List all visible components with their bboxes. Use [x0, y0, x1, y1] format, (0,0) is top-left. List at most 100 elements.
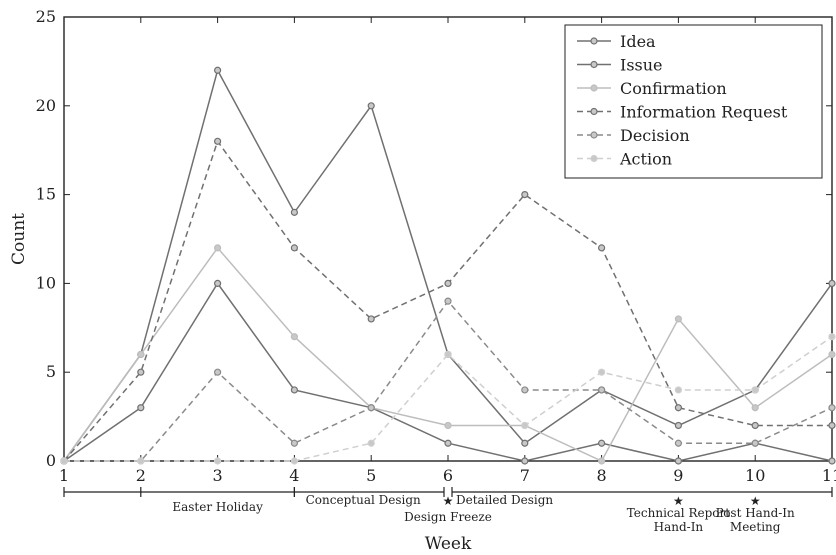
data-point [214, 279, 222, 287]
legend-marker [590, 131, 598, 139]
data-point [214, 368, 222, 376]
legend-label: Information Request [620, 103, 788, 122]
data-point [290, 457, 298, 465]
data-point [367, 439, 375, 447]
x-tick-label: 6 [443, 466, 453, 485]
x-tick-label: 10 [745, 466, 765, 485]
x-tick-label: 1 [59, 466, 69, 485]
data-point [290, 439, 298, 447]
data-point [828, 279, 836, 287]
data-point [674, 404, 683, 412]
data-point [137, 350, 145, 359]
y-tick-label: 25 [36, 7, 56, 26]
data-point [137, 457, 145, 465]
legend-label: Decision [620, 126, 690, 145]
x-tick-label: 8 [597, 466, 607, 485]
data-point [828, 404, 836, 412]
data-point [214, 137, 222, 145]
data-point [137, 368, 145, 376]
axes: 1 2 3 4 5 6 7 8 9 10 11 0 5 10 15 20 25 [36, 7, 836, 485]
data-point [597, 368, 606, 376]
data-point [597, 457, 606, 465]
data-point [751, 386, 759, 394]
data-point [521, 457, 529, 465]
milestone-label: Technical Report [627, 506, 730, 520]
period-label: Conceptual Design [306, 493, 421, 507]
series-issue [60, 279, 836, 465]
milestone-label: Design Freeze [404, 510, 492, 524]
data-point [828, 350, 836, 359]
milestone-star-icon: ★ [673, 494, 684, 508]
legend-marker [590, 154, 598, 163]
legend-label: Action [619, 150, 672, 169]
legend-box [564, 24, 823, 179]
series-group [60, 66, 836, 465]
x-tick-label: 4 [289, 466, 299, 485]
data-point [367, 315, 375, 323]
milestone-label: Hand-In [654, 520, 704, 534]
milestone-star-icon: ★ [750, 494, 761, 508]
y-tick-label: 15 [36, 185, 56, 204]
series-action [60, 333, 836, 465]
data-point [751, 421, 759, 430]
data-point [444, 297, 452, 305]
data-point [214, 66, 222, 74]
x-axis-label: Week [425, 534, 472, 554]
data-point [290, 333, 298, 341]
period-label: Detailed Design [456, 493, 553, 507]
data-point [521, 439, 529, 447]
data-point [444, 279, 452, 287]
data-point [444, 350, 452, 359]
data-point [290, 244, 298, 252]
data-point [674, 439, 683, 447]
series-line [64, 299, 833, 462]
series-line [63, 282, 833, 462]
milestone-label: Post Hand-In [716, 506, 795, 520]
data-point [290, 208, 298, 216]
data-point [597, 244, 606, 252]
x-tick-label: 9 [673, 466, 683, 485]
data-point [751, 404, 759, 412]
data-point [597, 386, 606, 394]
y-tick-label: 20 [36, 96, 56, 115]
data-point [828, 457, 836, 465]
legend-label: Issue [620, 56, 663, 75]
data-point [828, 333, 836, 341]
data-point [367, 404, 375, 412]
milestone-label: Meeting [730, 520, 781, 534]
x-tick-label: 7 [520, 466, 530, 485]
milestone-star-icon: ★ [443, 494, 454, 508]
legend-label: Confirmation [620, 79, 727, 98]
legend-marker [590, 84, 598, 92]
legend-marker [590, 107, 598, 116]
period-label: Easter Holiday [172, 500, 263, 514]
data-point [367, 102, 375, 110]
data-point [674, 315, 683, 323]
y-axis-label: Count [9, 213, 29, 265]
x-tick-label: 5 [366, 466, 376, 485]
y-tick-label: 0 [46, 451, 56, 470]
series-decision [60, 297, 836, 465]
legend-label: Idea [620, 32, 656, 51]
data-point [674, 386, 683, 394]
data-point [597, 439, 606, 447]
legend-marker [590, 60, 598, 69]
data-point [444, 421, 452, 430]
data-point [521, 191, 529, 199]
timeline-annotations: Easter Holiday Conceptual Design Detailed … [63, 487, 833, 534]
data-point [60, 457, 68, 465]
data-point [521, 421, 529, 430]
legend-marker [590, 37, 598, 45]
x-tick-label: 3 [213, 466, 223, 485]
x-tick-label: 2 [136, 466, 146, 485]
data-point [674, 421, 683, 430]
data-point [444, 439, 452, 447]
data-point [214, 457, 222, 465]
data-point [751, 439, 759, 447]
data-point [290, 386, 298, 394]
y-tick-label: 5 [46, 362, 56, 381]
data-point [674, 457, 683, 465]
x-tick-label: 11 [822, 466, 836, 485]
legend: Idea Issue Confirmation Information Request… [564, 24, 823, 179]
